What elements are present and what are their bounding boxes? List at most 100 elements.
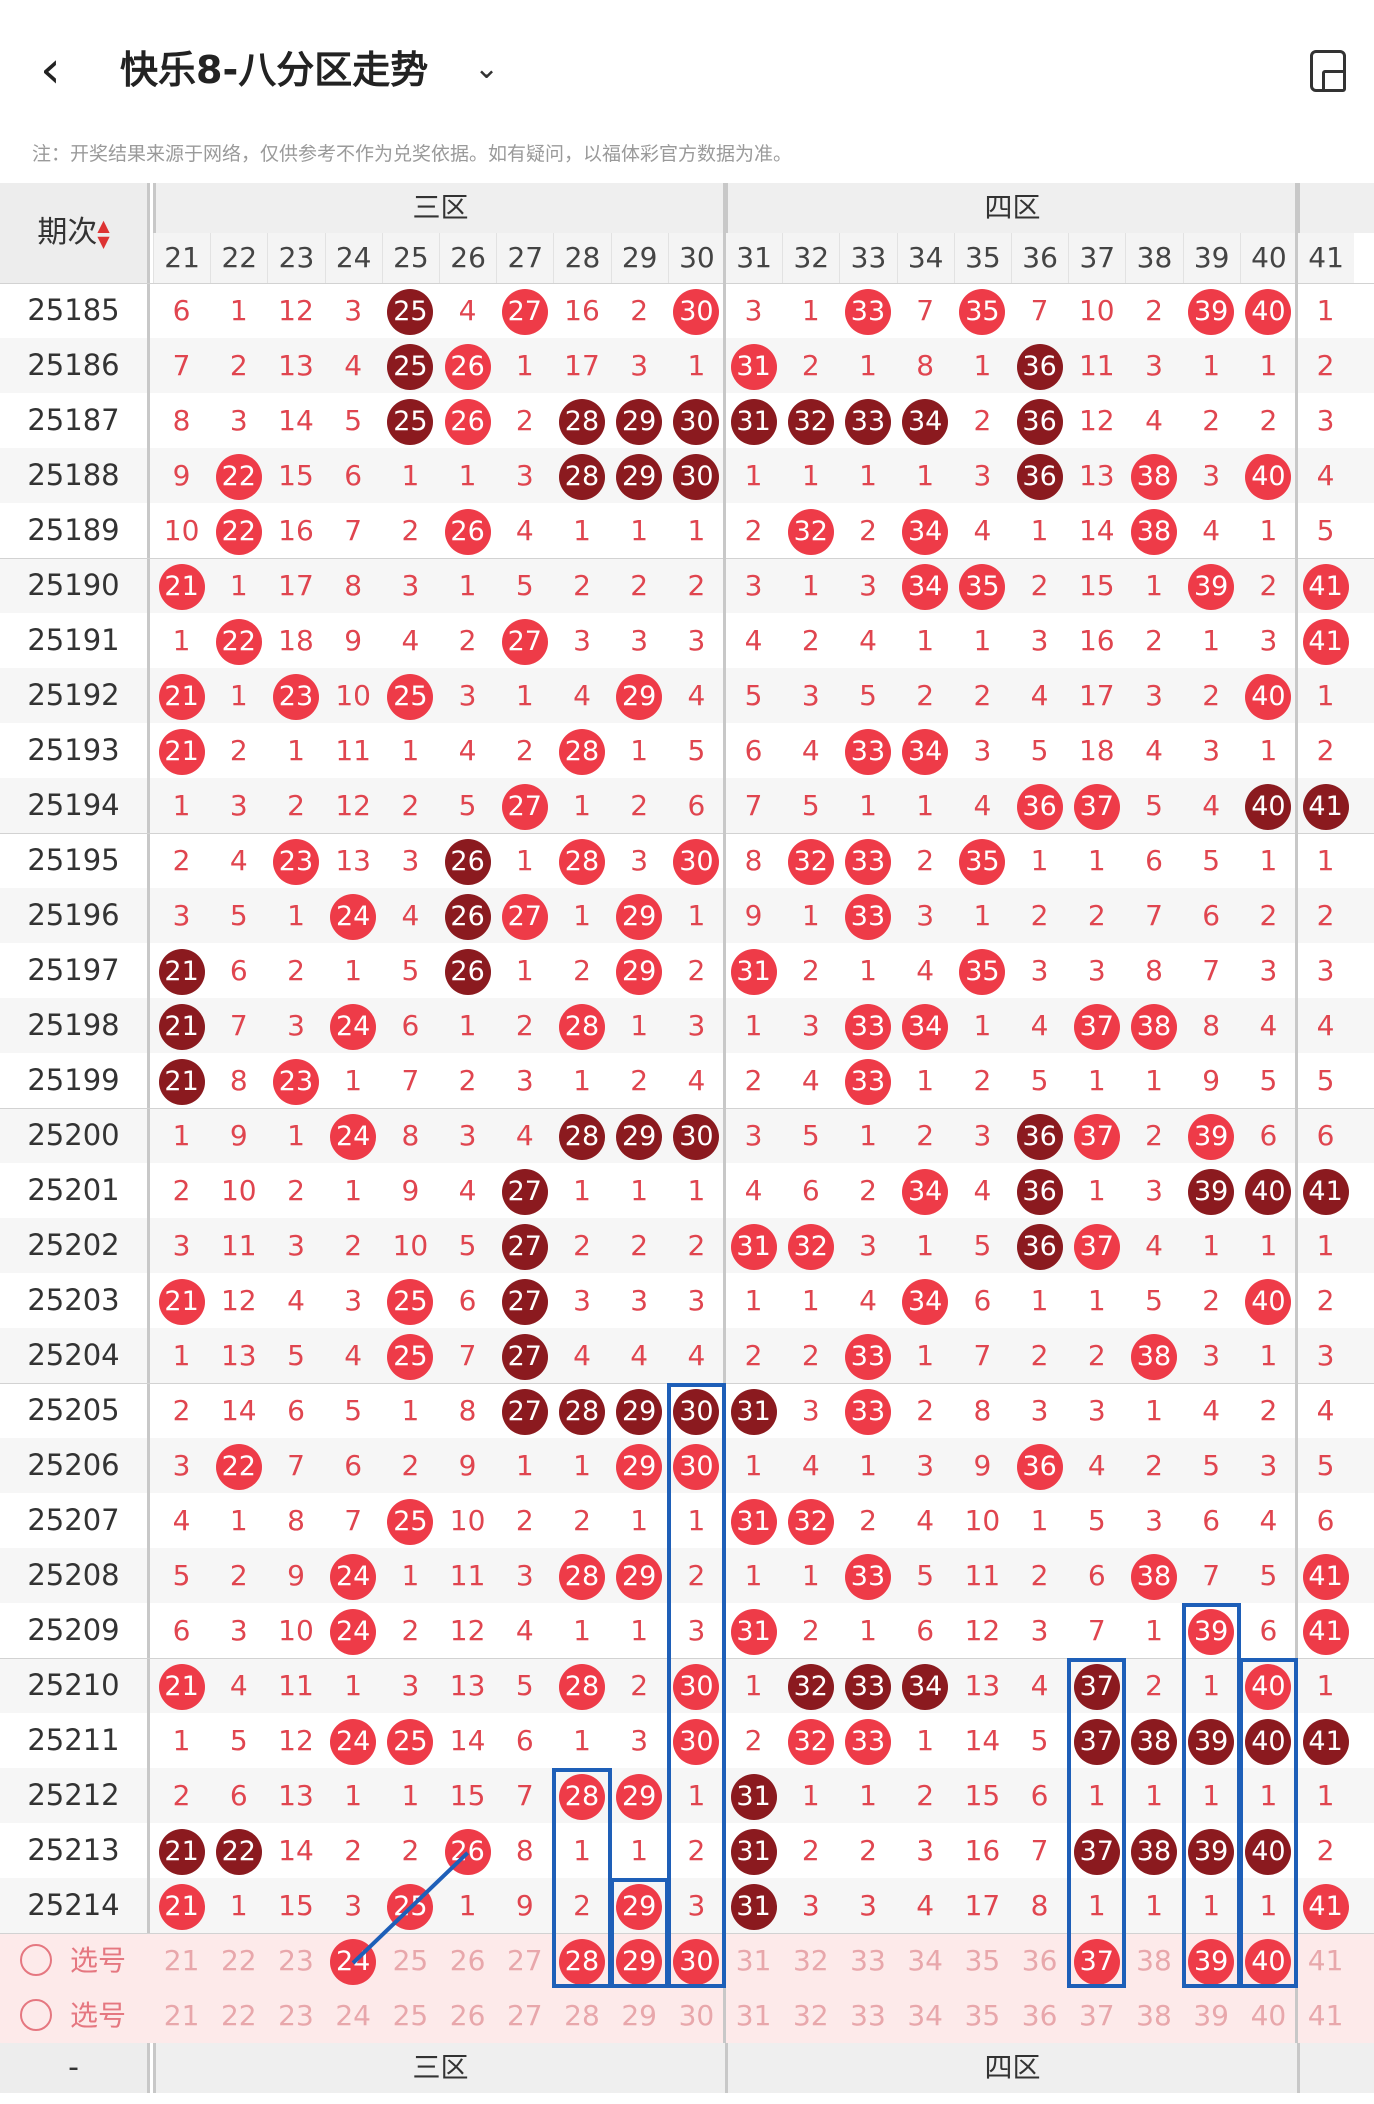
pick-cell[interactable]: 39 <box>1193 1999 1229 2032</box>
number-cell: 1 <box>687 514 706 547</box>
pick-cell[interactable]: 38 <box>1136 1999 1172 2032</box>
pick-cell[interactable]: 22 <box>220 1999 257 2032</box>
number-cell: 39 <box>1183 1163 1240 1218</box>
number-header-41[interactable]: 41 <box>1297 233 1355 283</box>
selected-ball[interactable]: 39 <box>1188 1939 1235 1985</box>
select-circle-icon[interactable] <box>20 1944 52 1976</box>
pick-row[interactable]: 选号 21 22 23 24 25 26 27 28 29 30 31 32 33 34 35 36 37 38 39… <box>0 1988 1374 2043</box>
number-header-21[interactable]: 21 <box>153 233 211 283</box>
drawn-ball: 40 <box>1245 1169 1292 1215</box>
number-cell: 1 <box>344 954 363 987</box>
number-header-37[interactable]: 37 <box>1068 233 1126 283</box>
pick-cell[interactable]: 29 <box>611 1933 668 1988</box>
pick-cell[interactable]: 39 <box>1183 1933 1240 1988</box>
number-cell: 28 <box>553 448 610 503</box>
number-header-26[interactable]: 26 <box>439 233 497 283</box>
select-circle-icon[interactable] <box>20 1999 52 2031</box>
pick-cell[interactable]: 24 <box>335 1999 371 2032</box>
number-header-29[interactable]: 29 <box>610 233 668 283</box>
number-header-36[interactable]: 36 <box>1011 233 1069 283</box>
pick-cell[interactable]: 35 <box>964 1944 1001 1977</box>
pick-cell[interactable]: 36 <box>1021 1999 1058 2032</box>
selected-ball[interactable]: 37 <box>1073 1939 1120 1985</box>
pick-cell[interactable]: 41 <box>1307 1999 1344 2032</box>
number-cell: 1 <box>973 1009 992 1042</box>
pick-cell[interactable]: 29 <box>621 1999 657 2032</box>
sort-icon[interactable]: ▲ ▼ <box>97 215 110 251</box>
pick-cell[interactable]: 33 <box>850 1944 886 1977</box>
pick-cell[interactable]: 27 <box>506 1999 543 2032</box>
pick-cell[interactable]: 30 <box>678 1999 715 2032</box>
number-cell: 9 <box>287 1559 305 1592</box>
number-cell: 8 <box>229 1064 248 1097</box>
number-header-27[interactable]: 27 <box>496 233 554 283</box>
pick-cell[interactable]: 34 <box>907 1944 943 1977</box>
number-header-24[interactable]: 24 <box>324 233 382 283</box>
number-header-40[interactable]: 40 <box>1239 233 1297 283</box>
pick-cell[interactable]: 37 <box>1068 1933 1125 1988</box>
pick-cell[interactable]: 35 <box>964 1999 1001 2032</box>
device-icon[interactable] <box>1310 50 1346 92</box>
number-header-34[interactable]: 34 <box>896 233 954 283</box>
number-header-33[interactable]: 33 <box>839 233 897 283</box>
pick-row[interactable]: 选号 21 22 23 24 25 26 27 28 29 30 31 32 33 34 35 36 37 38 39… <box>0 1933 1374 1988</box>
pick-cell[interactable]: 37 <box>1078 1999 1115 2032</box>
pick-label[interactable]: 选号 <box>70 1999 127 2032</box>
number-header-32[interactable]: 32 <box>782 233 840 283</box>
table-row: 25194 1 3 2 12 2 5 27 1 2 6 7 5 1 1 4 36 37 5 4 40 41 <box>0 778 1374 833</box>
selected-ball[interactable]: 29 <box>616 1939 663 1985</box>
pick-cell[interactable]: 28 <box>553 1933 610 1988</box>
pick-cell[interactable]: 28 <box>564 1999 600 2032</box>
selected-ball[interactable]: 28 <box>558 1939 605 1985</box>
pick-cell[interactable]: 40 <box>1250 1999 1287 2032</box>
pick-cell[interactable]: 27 <box>506 1944 543 1977</box>
number-header-28[interactable]: 28 <box>553 233 611 283</box>
selection-box-39 <box>1181 1603 1241 1988</box>
pick-cell[interactable]: 34 <box>907 1999 943 2032</box>
pick-cell[interactable]: 30 <box>668 1933 725 1988</box>
number-header-30[interactable]: 30 <box>667 233 725 283</box>
pick-cell[interactable]: 36 <box>1021 1944 1058 1977</box>
back-arrow-icon[interactable]: ‹ <box>40 40 61 100</box>
selected-ball[interactable]: 40 <box>1245 1939 1292 1985</box>
pick-cell[interactable]: 26 <box>449 1944 486 1977</box>
period-cell: 25195 <box>0 833 150 888</box>
number-header-23[interactable]: 23 <box>267 233 325 283</box>
number-header-35[interactable]: 35 <box>953 233 1011 283</box>
pick-cell[interactable]: 31 <box>735 1944 772 1977</box>
number-header-22[interactable]: 22 <box>210 233 268 283</box>
pick-cell[interactable]: 32 <box>792 1944 829 1977</box>
pick-label[interactable]: 选号 <box>70 1944 127 1977</box>
selected-ball[interactable]: 30 <box>673 1939 720 1985</box>
number-header-25[interactable]: 25 <box>381 233 439 283</box>
pick-cell[interactable]: 21 <box>163 1944 200 1977</box>
pick-cell[interactable]: 41 <box>1307 1944 1344 1977</box>
pick-cell[interactable]: 21 <box>163 1999 200 2032</box>
pick-cell[interactable]: 25 <box>392 1944 429 1977</box>
pick-cell[interactable]: 23 <box>278 1944 314 1977</box>
pick-cell[interactable]: 23 <box>278 1999 314 2032</box>
pick-cell[interactable]: 26 <box>449 1999 486 2032</box>
period-header[interactable]: 期次▲ ▼ <box>0 183 150 283</box>
pick-cell[interactable]: 33 <box>850 1999 886 2032</box>
zone-footer-5 <box>1297 2043 1374 2093</box>
drawn-ball: 25 <box>387 399 434 445</box>
number-cell: 14 <box>278 404 314 437</box>
number-cell: 2 <box>229 734 248 767</box>
number-header-38[interactable]: 38 <box>1125 233 1183 283</box>
pick-cell[interactable]: 31 <box>735 1999 772 2032</box>
pick-cell[interactable]: 22 <box>220 1944 257 1977</box>
number-cell: 2 <box>801 1834 820 1867</box>
number-cell: 4 <box>1145 1229 1163 1262</box>
pick-cell[interactable]: 25 <box>392 1999 429 2032</box>
number-header-31[interactable]: 31 <box>725 233 783 283</box>
number-cell: 5 <box>801 789 820 822</box>
chevron-down-icon[interactable]: ⌄ <box>474 51 500 86</box>
number-cell: 5 <box>744 679 763 712</box>
number-header-39[interactable]: 39 <box>1182 233 1240 283</box>
pick-cell[interactable]: 40 <box>1240 1933 1297 1988</box>
trend-table[interactable]: 期次▲ ▼ 三区 四区 21 22 23 24 25 26 27 28 29 30 31 32 33 34 35 3… <box>0 183 1374 2104</box>
pick-cell[interactable]: 32 <box>792 1999 829 2032</box>
pick-cell[interactable]: 38 <box>1136 1944 1172 1977</box>
number-cell: 3 <box>1030 954 1049 987</box>
